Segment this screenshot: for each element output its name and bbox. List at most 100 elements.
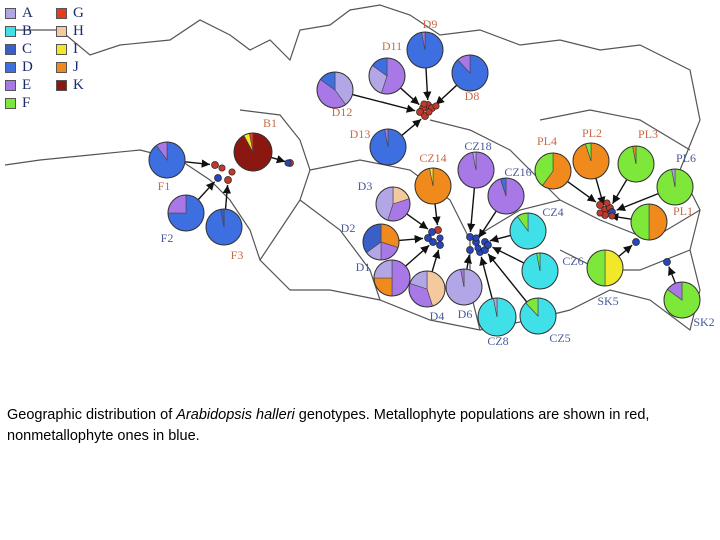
site-label-d3: D3 (358, 179, 373, 193)
legend-item-g: G (56, 4, 84, 22)
pie-d9 (406, 31, 444, 69)
legend-label: I (73, 40, 78, 57)
pie-f3 (205, 208, 243, 246)
arrow-d8 (435, 84, 458, 106)
legend-swatch (5, 25, 16, 37)
pie-rim (148, 141, 186, 179)
pie-cz5 (519, 297, 557, 335)
pie-rim (451, 54, 489, 92)
population-dot-sk2 (663, 258, 671, 266)
population-dot-f1 (211, 161, 219, 169)
pie-d2 (362, 223, 400, 261)
pie-rim (205, 208, 243, 246)
legend-item-h: H (56, 22, 84, 40)
arrow-b1 (271, 155, 286, 164)
population-dot (432, 102, 440, 110)
pie-d1 (373, 259, 411, 297)
pie-rim (617, 145, 655, 183)
arrow-d2 (398, 234, 424, 244)
population-dot (596, 209, 604, 217)
population-dot (228, 168, 236, 176)
pie-d8 (451, 54, 489, 92)
caption-after: genotypes. Metallophyte populations are … (7, 407, 650, 444)
population-dot-d4 (436, 241, 444, 249)
legend-label: G (73, 4, 84, 21)
pie-b1 (233, 132, 273, 172)
pie-rim (519, 297, 557, 335)
arrow-pl6 (616, 192, 659, 211)
pie-cz14 (414, 167, 452, 205)
pie-slice-f (586, 249, 606, 287)
site-label-d8: D8 (465, 89, 480, 103)
site-label-cz8: CZ8 (487, 334, 508, 348)
site-label-d13: D13 (350, 127, 371, 141)
site-label-f3: F3 (231, 248, 244, 262)
legend-label: F (22, 94, 31, 111)
population-dot (420, 100, 428, 108)
legend-label: B (22, 22, 33, 39)
site-label-pl1: PL1 (673, 204, 693, 218)
site-label-cz18: CZ18 (464, 139, 491, 153)
pie-f1 (148, 141, 186, 179)
pie-rim (369, 128, 407, 166)
legend-item-d: D (5, 58, 33, 76)
pie-rim (414, 167, 452, 205)
site-label-d6: D6 (458, 307, 473, 321)
pie-rim (572, 142, 610, 180)
pie-sk2 (663, 281, 701, 319)
population-dot (218, 164, 226, 172)
site-label-f1: F1 (158, 179, 171, 193)
population-dot-cz6 (484, 241, 492, 249)
population-dot-d12 (416, 108, 424, 116)
arrow-cz8 (479, 256, 493, 299)
arrow-d3 (406, 213, 429, 230)
population-dot (425, 108, 433, 116)
population-dot-d6 (466, 246, 474, 254)
pie-cz6 (521, 252, 559, 290)
pie-rim (233, 132, 273, 172)
population-dot-f2 (214, 174, 222, 182)
pie-rim (509, 212, 547, 250)
legend-item-e: E (5, 76, 31, 94)
population-dot-d2 (424, 234, 432, 242)
arrow-pl4 (567, 180, 597, 203)
population-dot (608, 212, 616, 220)
legend-label: K (73, 76, 84, 93)
arrow-f2 (197, 181, 216, 201)
pie-rim (663, 281, 701, 319)
arrow-cz14 (432, 203, 441, 226)
arrow-cz16 (478, 210, 497, 239)
pie-cz8 (477, 297, 517, 337)
population-dot-pl4 (596, 201, 604, 209)
pie-pl4 (534, 152, 572, 190)
pie-rim (362, 223, 400, 261)
legend-item-b: B (5, 22, 32, 40)
site-label-sk5: SK5 (597, 294, 618, 308)
pie-rim (477, 297, 517, 337)
arrow-pl3 (611, 179, 628, 205)
population-dots (211, 100, 671, 266)
arrow-cz5 (487, 253, 528, 303)
pie-d6 (445, 268, 483, 306)
site-label-d2: D2 (341, 221, 356, 235)
pie-pl2 (572, 142, 610, 180)
arrow-f1 (184, 159, 211, 168)
pie-rim (521, 252, 559, 290)
legend-swatch (56, 7, 67, 19)
population-dot-d3 (428, 228, 436, 236)
pie-d13 (369, 128, 407, 166)
legend-swatch (56, 25, 67, 37)
legend-swatch (5, 79, 16, 91)
legend-label: A (22, 4, 33, 21)
legend-swatch (5, 7, 16, 19)
pie-rim (534, 152, 572, 190)
site-label-d4: D4 (430, 309, 445, 323)
legend-item-f: F (5, 94, 30, 112)
legend-item-a: A (5, 4, 33, 22)
population-dot (284, 159, 292, 167)
population-dot-cz18 (466, 233, 474, 241)
legend-swatch (56, 43, 67, 55)
pie-rim (630, 203, 668, 241)
legend-item-i: I (56, 40, 78, 58)
country-borders (4, 4, 701, 332)
